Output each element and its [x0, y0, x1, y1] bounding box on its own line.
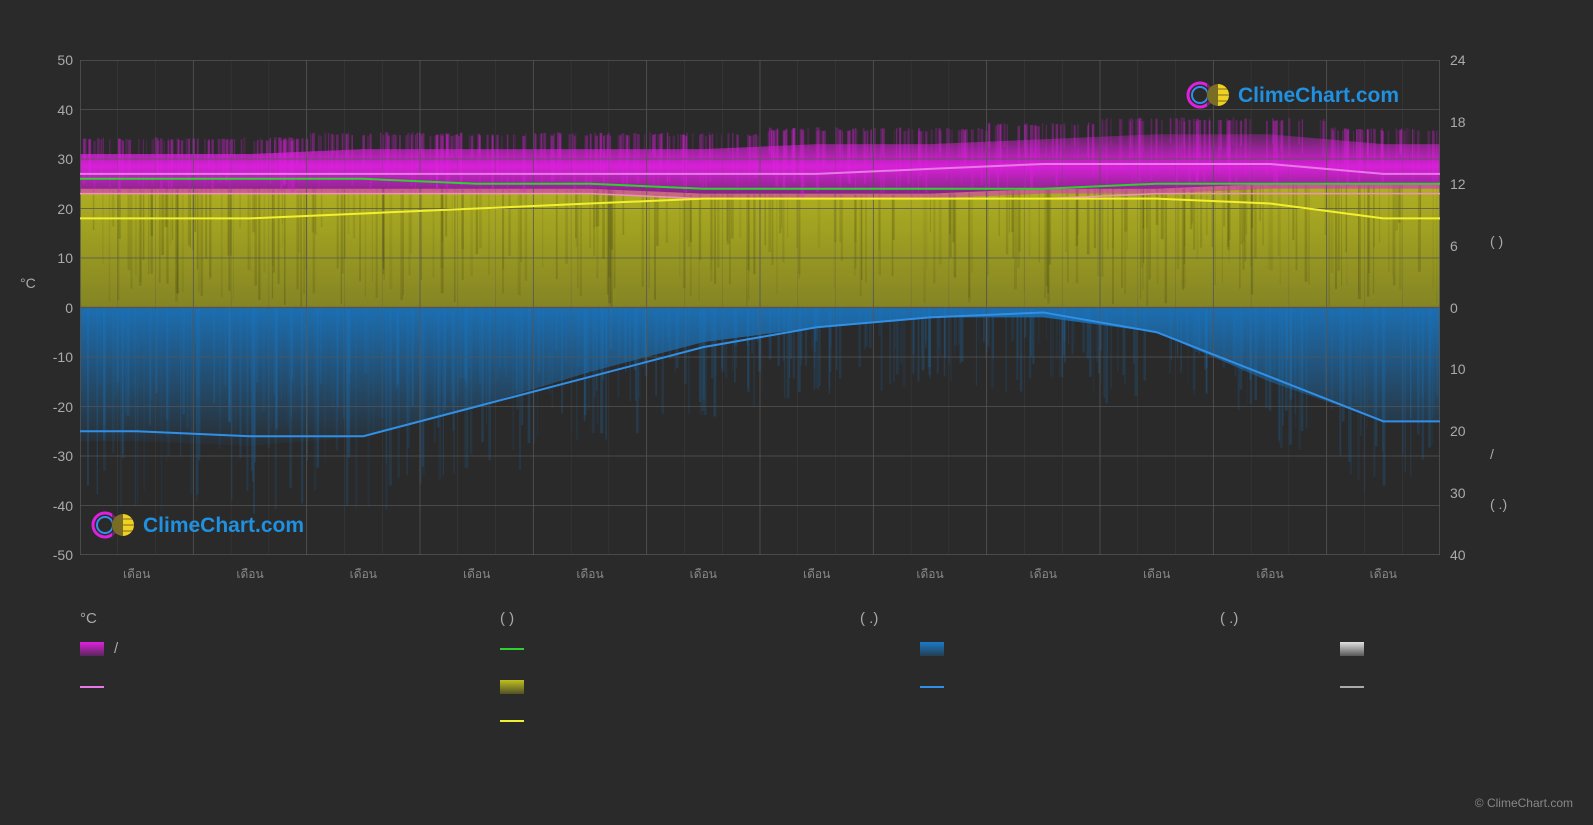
left-tick-label: -20: [13, 399, 73, 415]
legend-line-swatch: [920, 686, 944, 688]
copyright-label: © ClimeChart.com: [1475, 796, 1573, 810]
legend-item: [80, 720, 420, 722]
legend-line-swatch: [80, 686, 104, 688]
x-tick-label: เดือน: [792, 565, 842, 584]
legend-row-1: /: [80, 640, 1593, 657]
right-tick-label: 10: [1450, 361, 1510, 377]
legend-item: [500, 640, 840, 657]
legend-row-3: [80, 720, 1593, 722]
left-tick-label: 20: [13, 201, 73, 217]
legend-line-swatch: [500, 720, 524, 722]
left-tick-label: 50: [13, 52, 73, 68]
x-tick-label: เดือน: [112, 565, 162, 584]
left-tick-label: -40: [13, 498, 73, 514]
legend-row-2: [80, 680, 1593, 694]
legend-line-swatch: [1340, 686, 1364, 688]
x-tick-label: เดือน: [905, 565, 955, 584]
x-tick-label: เดือน: [338, 565, 388, 584]
x-tick-label: เดือน: [225, 565, 275, 584]
x-tick-label: เดือน: [565, 565, 615, 584]
legend-item: [80, 680, 420, 694]
left-tick-label: 30: [13, 151, 73, 167]
legend-item: [1340, 680, 1593, 694]
right-tick-label: 0: [1450, 300, 1510, 316]
legend-label: /: [114, 640, 118, 657]
legend-item: [500, 680, 840, 694]
legend-item: [500, 720, 840, 722]
legend-item: /: [80, 640, 420, 657]
legend-item: [1340, 640, 1593, 657]
right-tick-label: 18: [1450, 114, 1510, 130]
chart-plot-area: ClimeChart.com ClimeChart.com: [80, 60, 1440, 555]
x-tick-label: เดือน: [1132, 565, 1182, 584]
legend-swatch: [1340, 642, 1364, 656]
legend-line-swatch: [500, 648, 524, 650]
right-tick-label: 20: [1450, 423, 1510, 439]
x-tick-label: เดือน: [1018, 565, 1068, 584]
left-tick-label: 0: [13, 300, 73, 316]
legend-item: [1340, 720, 1593, 722]
right-tick-label: 12: [1450, 176, 1510, 192]
left-tick-label: -30: [13, 448, 73, 464]
legend-swatch: [920, 642, 944, 656]
right-axis-annotation: /: [1490, 446, 1550, 462]
legend-item: [920, 680, 1260, 694]
right-axis-annotation: ( .): [1490, 496, 1550, 512]
x-tick-label: เดือน: [678, 565, 728, 584]
right-tick-label: 40: [1450, 547, 1510, 563]
legend-swatch: [500, 680, 524, 694]
left-axis-title: °C: [20, 275, 36, 291]
left-tick-label: 40: [13, 102, 73, 118]
x-tick-label: เดือน: [1358, 565, 1408, 584]
svg-text:ClimeChart.com: ClimeChart.com: [1238, 84, 1399, 107]
legend-headers: °C ( ) ( .) ( .): [80, 610, 1500, 627]
left-tick-label: -50: [13, 547, 73, 563]
right-tick-label: 24: [1450, 52, 1510, 68]
legend-item: [920, 640, 1260, 657]
chart-svg: ClimeChart.com ClimeChart.com: [80, 60, 1440, 555]
svg-text:ClimeChart.com: ClimeChart.com: [143, 514, 304, 537]
legend-item: [920, 720, 1260, 722]
left-tick-label: -10: [13, 349, 73, 365]
x-tick-label: เดือน: [1245, 565, 1295, 584]
left-tick-label: 10: [13, 250, 73, 266]
x-tick-label: เดือน: [452, 565, 502, 584]
right-axis-annotation: ( ): [1490, 233, 1550, 249]
legend-swatch: [80, 642, 104, 656]
